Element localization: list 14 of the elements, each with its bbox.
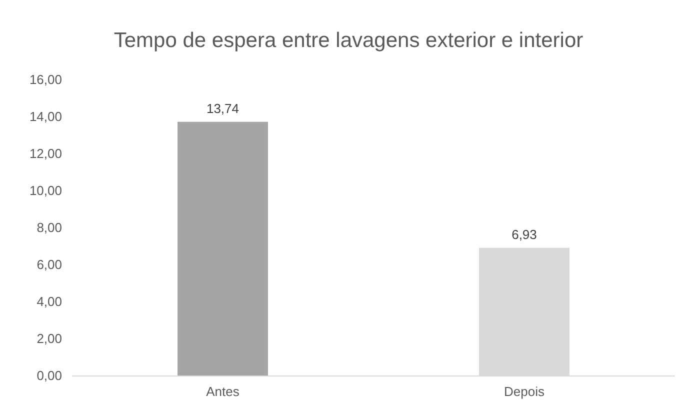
y-tick-label: 4,00 [36,294,62,309]
data-label: 6,93 [512,226,537,242]
y-tick-label: 12,00 [29,146,62,161]
y-tick-label: 16,00 [29,72,62,87]
y-tick-label: 8,00 [36,220,62,235]
y-tick-label: 2,00 [36,331,62,346]
chart-title: Tempo de espera entre lavagens exterior e interior [114,29,584,52]
y-tick-label: 10,00 [29,183,62,198]
x-tick-label: Antes [206,384,240,399]
x-tick-label: Depois [504,384,545,399]
data-label: 13,74 [206,100,240,116]
y-tick-label: 0,00 [36,368,62,383]
y-tick-label: 14,00 [29,109,62,124]
y-tick-label: 6,00 [36,257,62,272]
